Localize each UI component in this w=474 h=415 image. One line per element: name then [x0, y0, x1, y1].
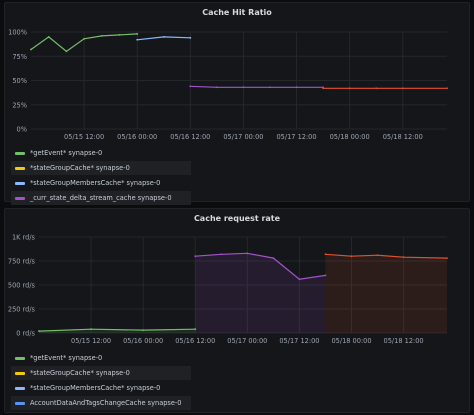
legend-item-getevent[interactable]: *getEvent* synapse-0 [11, 146, 191, 160]
data-point [118, 34, 121, 36]
series-color-swatch [15, 166, 25, 170]
series-area [195, 253, 326, 333]
cache-hit-ratio-chart[interactable]: 100% 75% 50% 25% 0% 05/15 12:00 05/16 00:00 05/… [5, 3, 471, 143]
legend-item-accountdata[interactable]: AccountDataAndTagsChangeCache synapse-0 [11, 396, 191, 410]
data-point [189, 36, 192, 39]
y-tick-label: 50% [12, 77, 27, 85]
data-point [189, 85, 192, 88]
legend-item-stategroupmemberscache[interactable]: *stateGroupMembersCache* synapse-0 [11, 176, 191, 190]
series-color-swatch [15, 371, 25, 375]
x-tick-label: 05/18 12:00 [383, 133, 423, 141]
data-point [142, 329, 145, 332]
data-point [324, 274, 327, 277]
y-tick-label: 750 rd/s [8, 258, 36, 266]
x-tick-label: 05/17 12:00 [276, 133, 316, 141]
series-color-swatch [15, 401, 25, 405]
data-point [376, 254, 379, 257]
data-point [100, 34, 103, 37]
y-tick-label: 25% [12, 101, 27, 109]
legend-label: *getEvent* synapse-0 [30, 149, 103, 157]
series-area [325, 254, 447, 333]
legend: *getEvent* synapse-0 *stateGroupCache* s… [11, 146, 191, 206]
cache-hit-ratio-panel: Cache Hit Ratio 100% 75% 50% 25% 0% 05/15 12:… [4, 2, 471, 205]
x-tick-label: 05/18 00:00 [330, 133, 370, 141]
data-point [215, 86, 218, 89]
data-point [83, 37, 86, 40]
data-point [350, 255, 353, 258]
x-tick-label: 05/17 12:00 [279, 337, 319, 345]
x-tick-label: 05/16 12:00 [170, 133, 210, 141]
x-tick-label: 05/15 12:00 [71, 337, 111, 345]
series-color-swatch [15, 386, 25, 390]
legend-label: *getEvent* synapse-0 [30, 354, 103, 362]
series-color-swatch [15, 151, 25, 155]
legend-label: *stateGroupMembersCache* synapse-0 [30, 384, 161, 392]
data-point [298, 278, 301, 281]
data-point [246, 252, 249, 255]
x-tick-label: 05/17 00:00 [227, 337, 267, 345]
data-point [375, 87, 378, 90]
panel-title[interactable]: Cache Hit Ratio [202, 8, 272, 17]
legend-item-stategroupcache[interactable]: *stateGroupCache* synapse-0 [11, 161, 191, 175]
data-point [220, 253, 223, 256]
legend-label: _curr_state_delta_stream_cache synapse-0 [30, 194, 172, 202]
y-tick-label: 100% [8, 29, 27, 37]
data-point [242, 86, 245, 89]
legend-item-stategroupcache[interactable]: *stateGroupCache* synapse-0 [11, 366, 191, 380]
data-point [295, 86, 298, 89]
legend-label: *stateGroupCache* synapse-0 [30, 369, 130, 377]
data-point [30, 48, 32, 51]
x-tick-label: 05/18 12:00 [384, 337, 424, 345]
series-line[interactable] [190, 85, 324, 88]
y-tick-label: 250 rd/s [8, 306, 36, 314]
y-tick-label: 75% [12, 53, 27, 61]
panel-title[interactable]: Cache request rate [193, 214, 281, 223]
data-point [401, 87, 404, 90]
series-line[interactable] [38, 328, 196, 332]
cache-request-rate-chart[interactable]: 1K rd/s 750 rd/s 500 rd/s 250 rd/s 0 rd/s 05/… [5, 209, 471, 349]
cache-request-rate-panel: Cache request rate 1K rd/s 750 rd/s 500 rd… [4, 208, 470, 413]
y-tick-label: 1K rd/s [12, 234, 36, 242]
legend-label: AccountDataAndTagsChangeCache synapse-0 [30, 399, 182, 407]
data-point [322, 87, 324, 90]
data-point [272, 257, 275, 260]
data-point [194, 255, 197, 258]
y-tick-label: 0 rd/s [16, 330, 35, 338]
data-point [402, 256, 405, 259]
data-point [136, 38, 139, 41]
data-point [348, 87, 351, 90]
data-point [446, 87, 448, 90]
data-point [269, 86, 271, 89]
x-tick-label: 05/18 00:00 [331, 337, 371, 345]
series-color-swatch [15, 356, 25, 360]
x-tick-label: 05/16 00:00 [117, 133, 157, 141]
y-tick-label: 0% [17, 126, 27, 134]
x-tick-label: 05/16 00:00 [123, 337, 163, 345]
series-line[interactable] [195, 252, 326, 280]
series-color-swatch [15, 181, 25, 185]
legend-label: *stateGroupCache* synapse-0 [30, 164, 130, 172]
data-point [136, 33, 139, 35]
data-point [90, 328, 92, 331]
legend-label: *stateGroupMembersCache* synapse-0 [30, 179, 161, 187]
x-tick-label: 05/17 00:00 [223, 133, 263, 141]
data-point [38, 330, 40, 332]
data-point [194, 328, 197, 331]
series-color-swatch [15, 196, 25, 200]
data-point [446, 257, 448, 260]
legend-item-getevent[interactable]: *getEvent* synapse-0 [11, 351, 191, 365]
legend: *getEvent* synapse-0 *stateGroupCache* s… [11, 351, 191, 411]
data-point [324, 253, 327, 256]
data-point [47, 35, 50, 38]
data-point [65, 50, 68, 53]
x-tick-label: 05/15 12:00 [64, 133, 104, 141]
data-point [162, 35, 165, 38]
x-tick-label: 05/16 12:00 [175, 337, 215, 345]
legend-item-curr-state-delta[interactable]: _curr_state_delta_stream_cache synapse-0 [11, 191, 191, 205]
legend-item-stategroupmemberscache[interactable]: *stateGroupMembersCache* synapse-0 [11, 381, 191, 395]
y-tick-label: 500 rd/s [8, 282, 36, 290]
